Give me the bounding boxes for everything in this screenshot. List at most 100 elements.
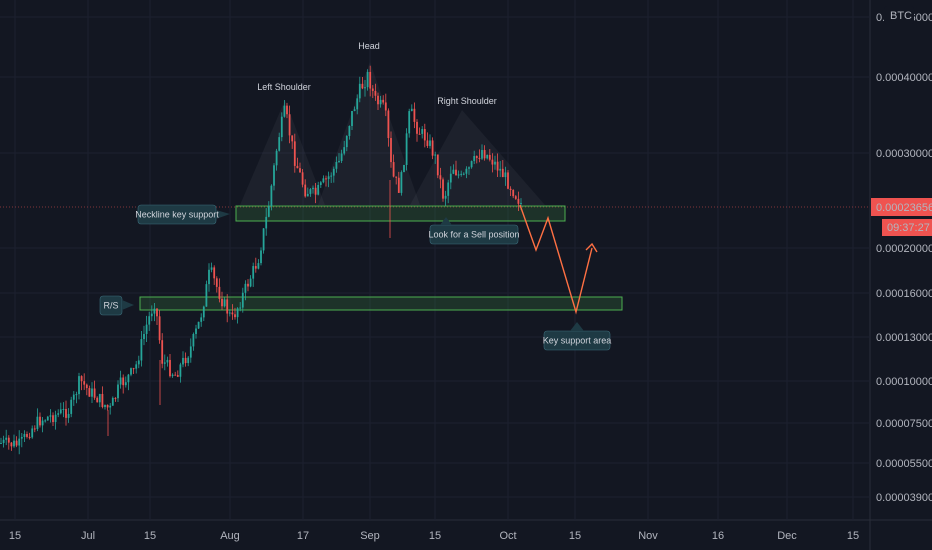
candle: [299, 162, 301, 173]
candle: [408, 108, 411, 138]
candle: [364, 79, 366, 97]
candle: [439, 167, 442, 189]
candle-body: [205, 284, 208, 307]
candle: [429, 134, 431, 149]
candle: [327, 171, 330, 188]
candle-body: [111, 397, 114, 406]
candle: [384, 93, 387, 117]
candle: [452, 164, 455, 175]
candle-body: [33, 428, 36, 430]
price-tick-label: 0.00016000: [876, 288, 932, 300]
candle-body: [161, 340, 164, 364]
sell-callout-box: [429, 224, 519, 245]
candle: [317, 181, 320, 196]
candle-body: [434, 154, 437, 156]
candle-body: [397, 177, 400, 193]
candle-body: [390, 138, 392, 163]
candle: [88, 385, 91, 397]
candle-body: [101, 393, 104, 408]
candle: [260, 247, 262, 266]
candle-body: [512, 190, 515, 197]
candle-body: [262, 228, 265, 251]
price-tick-label: 0.00040000: [876, 72, 932, 84]
candle: [286, 102, 288, 119]
candle-body: [312, 187, 314, 190]
candle-body: [247, 283, 249, 287]
countdown-label: 09:37:27: [887, 222, 930, 234]
candle: [338, 153, 340, 163]
price-tick-label: 0.00013000: [876, 332, 932, 344]
candle: [270, 184, 273, 211]
candle: [244, 280, 247, 301]
candle: [163, 354, 166, 371]
time-tick-label: 15: [847, 530, 859, 542]
candle: [304, 179, 307, 198]
candle-body: [239, 307, 242, 309]
candle: [366, 69, 369, 91]
candle-body: [150, 313, 153, 317]
candle: [509, 186, 512, 196]
candle: [293, 133, 296, 173]
candle-body: [392, 162, 395, 177]
candle: [455, 160, 457, 177]
candle-body: [130, 368, 132, 375]
candle: [135, 360, 138, 374]
time-tick-label: 15: [9, 530, 21, 542]
candle-body: [234, 314, 236, 318]
symbol-label-bg: [884, 6, 914, 24]
candle: [109, 403, 112, 415]
candle: [358, 76, 361, 103]
candle: [33, 425, 36, 433]
candle: [494, 155, 496, 170]
candle: [83, 373, 86, 390]
candle-body: [20, 436, 23, 439]
candle: [356, 94, 359, 115]
candle-body: [325, 178, 327, 180]
candle-body: [41, 420, 44, 426]
candle: [418, 127, 421, 135]
candle: [288, 105, 291, 144]
candle-body: [462, 173, 465, 175]
candle: [195, 324, 197, 339]
candle: [379, 95, 382, 108]
neckline-callout: Neckline key support: [135, 204, 230, 225]
candle: [171, 373, 174, 378]
candle: [496, 153, 499, 178]
candle-body: [163, 362, 166, 364]
candle: [158, 310, 161, 344]
candle-body: [423, 129, 426, 141]
time-axis[interactable]: 15 Jul 15 Aug 17 Sep 15 Oct 15 Nov 16 Dec 15: [9, 530, 859, 542]
candle: [241, 287, 244, 313]
candle: [85, 383, 88, 396]
candle-body: [296, 165, 299, 169]
candle: [36, 408, 39, 432]
candle: [447, 179, 450, 204]
candle-body: [314, 187, 317, 195]
candle: [275, 148, 278, 171]
candle-body: [49, 415, 52, 417]
candle-body: [26, 434, 28, 437]
candle: [70, 396, 73, 418]
candle-body: [153, 308, 156, 314]
price-axis[interactable]: 0.000460000.000400000.000300000.00020000…: [871, 6, 932, 504]
candle-body: [470, 161, 473, 168]
candle: [62, 402, 65, 418]
candle-body: [176, 375, 179, 377]
candle: [226, 294, 229, 323]
candle-body: [80, 376, 83, 382]
candle-body: [418, 133, 421, 135]
candle: [67, 408, 70, 423]
candle: [122, 374, 125, 394]
candle-body: [140, 339, 143, 361]
candle-body: [5, 437, 8, 440]
candle-body: [413, 108, 416, 122]
candle-body: [62, 408, 65, 410]
candle-body: [488, 154, 491, 160]
candle: [41, 416, 44, 433]
key-support-zone: [139, 296, 623, 311]
candle: [31, 425, 34, 439]
candle: [153, 302, 156, 322]
candle: [49, 409, 52, 423]
